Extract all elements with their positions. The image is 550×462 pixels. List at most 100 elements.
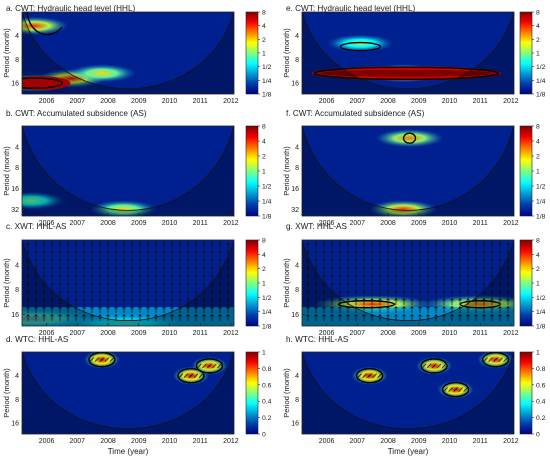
phase-arrow [450,249,454,257]
phase-arrow [194,249,198,257]
phase-arrow [146,249,150,257]
phase-arrow [58,313,62,321]
y-tick-label: 8 [295,287,299,294]
phase-arrow [354,313,358,321]
phase-arrow [442,257,446,265]
phase-arrow [338,265,342,273]
phase-arrow [178,241,182,249]
x-tick-label: 2012 [223,98,239,105]
significance-contour [420,358,448,374]
x-tick-label: 2008 [380,330,396,337]
phase-arrow [82,265,86,273]
colorbar [245,351,259,435]
panel-d: d. WTC: HHL-AS 4 8 16 2006 2007 2008 2009 2010 20… [2,335,272,456]
phase-arrow [42,273,46,281]
colorbar-tick-label: 0.2 [536,415,546,422]
phase-arrow [463,387,468,392]
phase-arrow [202,265,206,273]
phase-arrow [490,257,494,265]
phase-arrow [146,273,150,281]
x-tick-label: 2010 [442,98,458,105]
phase-arrow [450,281,454,289]
phase-arrow [378,257,382,265]
phase-arrow [354,281,358,289]
phase-arrow [450,313,454,321]
phase-arrow [114,305,118,313]
phase-arrow [498,257,502,265]
phase-arrow [386,265,390,273]
phase-arrow [386,289,390,297]
phase-arrow [426,273,430,281]
phase-arrow [314,281,318,289]
phase-arrow [34,257,38,265]
phase-arrow [410,313,414,321]
phase-arrow [402,273,406,281]
phase-arrow [154,257,158,265]
colorbar-tick-label: 1/2 [262,64,272,71]
phase-arrow [154,297,158,305]
colorbar-tick-label: 4 [262,252,266,259]
colorbar-tick-label: 1/2 [536,184,546,191]
x-tick-label: 2007 [350,98,366,105]
phase-arrow [74,265,78,273]
colorbar-tick-label: 1/8 [262,214,272,221]
phase-arrow [453,387,458,392]
colorbar-tick-label: 2 [536,266,540,273]
phase-arrow [378,273,382,281]
y-axis-label: Period (month) [282,368,291,418]
phase-arrow [90,249,94,257]
phase-arrow [186,273,190,281]
phase-arrow [506,273,510,281]
significance-contour [26,12,63,36]
phase-arrow [186,241,190,249]
phase-arrow [372,373,377,378]
phase-arrow [114,289,118,297]
phase-arrow [106,289,110,297]
phase-arrow [410,297,414,305]
x-tick-label: 2010 [162,98,178,105]
significance-contour [177,368,205,384]
phase-arrow [122,305,126,313]
x-tick-label: 2008 [100,98,116,105]
plot-area [302,126,514,216]
phase-arrow [162,281,166,289]
phase-arrow [82,313,86,321]
coi-line [22,240,234,322]
y-axis-label: Period (month) [282,146,291,196]
ridge-core [321,69,492,77]
y-tick-label: 8 [295,165,299,172]
phase-arrow [498,281,502,289]
phase-arrow [306,273,310,281]
phase-arrow [490,265,494,273]
phase-arrow [114,249,118,257]
y-tick-label: 4 [15,262,19,269]
phase-arrow [450,273,454,281]
phase-arrow [506,289,510,297]
power-region [22,16,69,35]
colorbar [245,11,259,95]
power-region [67,64,136,83]
phase-arrow [186,313,190,321]
phase-arrow [50,313,54,321]
x-tick-label: 2008 [100,330,116,337]
phase-arrow [370,305,374,313]
panel-f: f. CWT: Accumulated subsidence (AS) 4 8 16 3… [282,109,546,227]
phase-arrow [226,241,230,249]
phase-arrow [146,305,150,313]
colorbar-tick-label: 1 [536,51,540,58]
phase-arrow [386,305,390,313]
phase-arrow [410,305,414,313]
phase-arrow [442,313,446,321]
phase-arrow [482,313,486,321]
phase-arrow [322,249,326,257]
phase-arrow [218,257,222,265]
phase-arrow [426,241,430,249]
plot-area [302,12,514,94]
phase-arrow [482,241,486,249]
phase-arrow [506,281,510,289]
phase-arrow [138,257,142,265]
colorbar [519,125,533,217]
phase-arrow [42,249,46,257]
phase-arrow [443,387,448,392]
colorbar-tick-label: 2 [262,37,266,44]
